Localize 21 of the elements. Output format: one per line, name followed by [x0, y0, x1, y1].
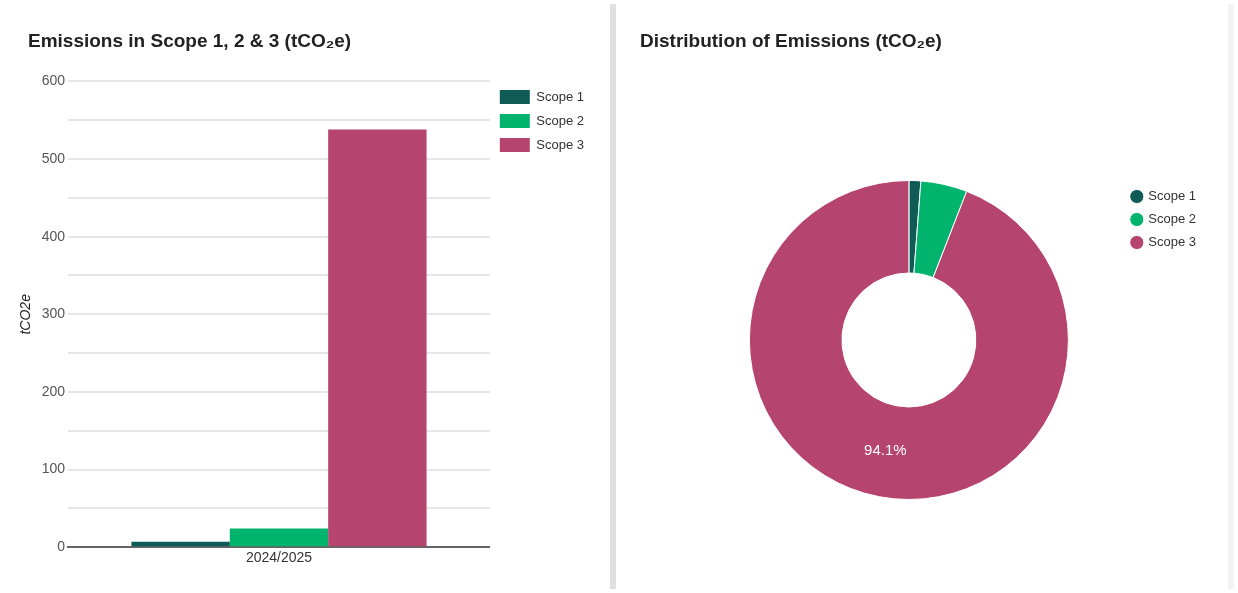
legend-label: Scope 3	[536, 136, 584, 152]
y-tick-label: 600	[41, 72, 66, 89]
y-tick-label: 0	[57, 538, 66, 555]
y-axis-title: tCO2e	[17, 293, 34, 335]
y-tick-label: 300	[41, 305, 66, 322]
legend-label: Scope 1	[536, 88, 584, 104]
y-tick-label: 400	[41, 227, 66, 244]
chart-title: Emissions in Scope 1, 2 & 3 (tCO₂e)	[27, 29, 353, 53]
bar	[131, 541, 230, 547]
bar	[229, 528, 329, 547]
chart-title: Distribution of Emissions (tCO₂e)	[639, 29, 943, 53]
legend-label: Scope 2	[1148, 211, 1196, 227]
legend-label: Scope 2	[536, 112, 584, 128]
y-tick-label: 100	[41, 460, 66, 477]
legend-label: Scope 1	[1148, 188, 1196, 204]
x-tick-label: 2024/2025	[245, 549, 313, 566]
legend-label: Scope 3	[1148, 234, 1196, 250]
data-label: 94.1%	[864, 440, 907, 458]
bar	[328, 129, 427, 547]
y-tick-label: 200	[41, 382, 66, 399]
y-tick-label: 500	[41, 149, 66, 166]
